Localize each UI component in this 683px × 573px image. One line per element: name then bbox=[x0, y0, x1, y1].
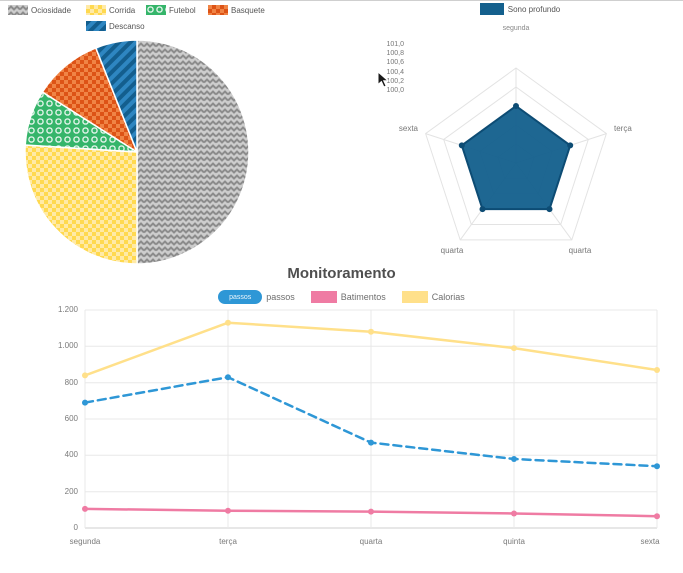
x-tick-label: sexta bbox=[640, 537, 660, 546]
radar-tick: 100,8 bbox=[386, 50, 404, 58]
pie-chart bbox=[24, 39, 250, 265]
y-tick-label: 1.200 bbox=[57, 305, 78, 314]
legend-swatch-corrida-icon bbox=[86, 5, 106, 15]
x-tick-label: segunda bbox=[69, 537, 101, 546]
data-point-Calorias bbox=[225, 319, 231, 326]
legend-swatch-futebol-icon bbox=[146, 5, 166, 15]
pie-legend-item-basquete[interactable]: Basquete bbox=[208, 5, 265, 15]
top-border bbox=[0, 0, 683, 1]
data-point-Calorias bbox=[654, 367, 660, 373]
x-tick-label: terça bbox=[219, 537, 237, 546]
data-point-passos bbox=[82, 399, 88, 406]
y-tick-label: 200 bbox=[64, 487, 78, 496]
line-legend-label: passos bbox=[266, 292, 295, 302]
y-tick-label: 800 bbox=[64, 378, 78, 387]
data-point-Batimentos bbox=[511, 510, 517, 517]
radar-point bbox=[546, 206, 553, 213]
radar-tick: 100,2 bbox=[386, 77, 404, 85]
data-point-Batimentos bbox=[82, 505, 88, 512]
legend-swatch-sono-profundo bbox=[479, 3, 504, 15]
data-point-Batimentos bbox=[225, 507, 231, 514]
pie-slice-Descanso[interactable] bbox=[94, 39, 138, 153]
radar-legend: Sono profundo bbox=[420, 3, 620, 15]
radar-axis-label-quarta-left: quarta bbox=[440, 246, 464, 255]
line-chart-title: Monitoramento bbox=[287, 265, 396, 282]
radar-axis-label-terca: terça bbox=[614, 124, 632, 133]
legend-item-calorias[interactable]: Calorias bbox=[401, 291, 465, 303]
legend-swatch-passos: passos bbox=[218, 290, 263, 304]
legend-swatch-basquete-icon bbox=[208, 5, 228, 15]
radar-axis-label-quarta-right: quarta bbox=[568, 246, 592, 255]
line-chart bbox=[82, 309, 660, 529]
data-point-passos bbox=[511, 456, 517, 462]
line-legend: passos passos Batimentos Calorias bbox=[0, 290, 683, 304]
radar-point bbox=[513, 103, 519, 109]
legend-item-sono-profundo[interactable]: Sono profundo bbox=[479, 3, 561, 15]
mouse-cursor bbox=[377, 71, 390, 88]
radar-tick-labels: 101,0 100,8 100,6 100,4 100,2 100,0 bbox=[362, 40, 404, 95]
radar-series-area[interactable] bbox=[460, 104, 572, 211]
legend-swatch-batimentos bbox=[310, 291, 337, 303]
x-tick-label: quinta bbox=[503, 537, 525, 546]
legend-item-batimentos[interactable]: Batimentos bbox=[310, 291, 386, 303]
data-point-Batimentos bbox=[654, 513, 660, 520]
pill-label: passos bbox=[229, 293, 252, 301]
radar-point bbox=[567, 142, 574, 149]
radar-grid-ring bbox=[425, 67, 607, 241]
pie-legend-item-futebol[interactable]: Futebol bbox=[146, 5, 196, 15]
pie-legend-label: Basquete bbox=[231, 5, 265, 15]
line-legend-label: Calorias bbox=[431, 292, 465, 302]
y-tick-label: 0 bbox=[73, 523, 78, 532]
pie-legend-item-ociosidade[interactable]: Ociosidade bbox=[8, 5, 71, 15]
pie-legend-label: Descanso bbox=[109, 21, 145, 31]
y-tick-label: 1.000 bbox=[57, 341, 78, 350]
data-point-Calorias bbox=[368, 328, 374, 335]
radar-tick: 101,0 bbox=[386, 41, 404, 48]
radar-axis-label-sexta: sexta bbox=[398, 124, 418, 133]
radar-axis-label-segunda: segunda bbox=[502, 25, 530, 32]
pie-legend-item-corrida[interactable]: Corrida bbox=[86, 5, 135, 15]
radar-legend-label: Sono profundo bbox=[507, 4, 561, 14]
data-point-passos bbox=[654, 463, 660, 470]
data-point-Calorias bbox=[511, 345, 517, 352]
y-tick-label: 400 bbox=[64, 450, 78, 459]
radar-point bbox=[458, 142, 465, 149]
radar-point bbox=[479, 206, 486, 213]
pie-slice-Corrida[interactable] bbox=[24, 144, 138, 265]
radar-chart bbox=[425, 67, 607, 241]
data-point-passos bbox=[368, 439, 374, 446]
legend-swatch-descanso-icon bbox=[86, 21, 106, 31]
data-point-Batimentos bbox=[368, 508, 374, 515]
radar-grid-ring bbox=[443, 86, 589, 225]
radar-tick: 100,6 bbox=[386, 59, 404, 67]
pie-legend-label: Corrida bbox=[109, 5, 136, 15]
x-tick-label: quarta bbox=[359, 537, 383, 546]
pie-slice-Ociosidade[interactable] bbox=[136, 39, 250, 265]
radar-tick: 100,4 bbox=[386, 68, 404, 76]
pie-legend-item-descanso[interactable]: Descanso bbox=[86, 21, 145, 31]
radar-tick: 100,0 bbox=[386, 87, 404, 95]
pie-legend-label: Ociosidade bbox=[31, 5, 72, 15]
data-point-Calorias bbox=[82, 372, 88, 379]
pie-legend-label: Futebol bbox=[169, 5, 196, 15]
data-point-passos bbox=[225, 374, 231, 381]
line-legend-label: Batimentos bbox=[340, 292, 386, 302]
legend-item-passos[interactable]: passos passos bbox=[218, 290, 295, 304]
y-tick-label: 600 bbox=[64, 414, 78, 423]
legend-swatch-calorias bbox=[401, 291, 428, 303]
legend-swatch-ociosidade-icon bbox=[8, 5, 28, 15]
